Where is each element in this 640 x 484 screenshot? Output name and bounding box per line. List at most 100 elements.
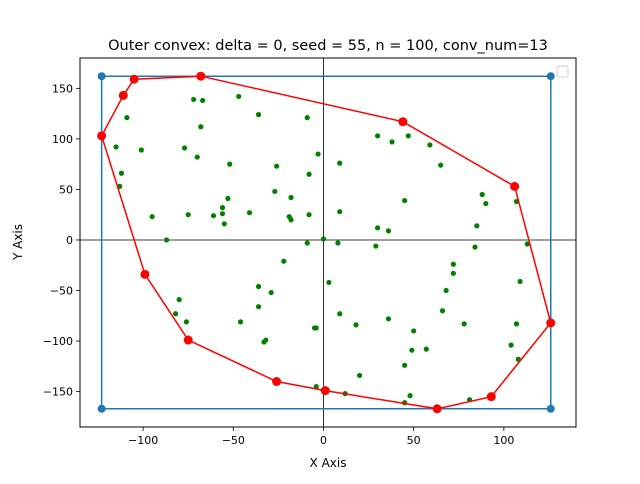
hull-vertex-0 (97, 131, 107, 141)
data-point-63 (237, 319, 244, 325)
data-point-34 (219, 211, 226, 217)
x-tick-label: 50 (407, 434, 421, 447)
data-point-40 (337, 209, 343, 215)
y-tick-label: −50 (50, 285, 73, 298)
data-point-76 (409, 347, 415, 353)
data-point-33 (219, 205, 226, 211)
data-point-32 (210, 213, 217, 219)
data-point-46 (304, 240, 310, 246)
data-point-15 (375, 133, 381, 139)
data-point-60 (172, 311, 179, 317)
data-point-3 (255, 112, 262, 118)
data-point-2 (236, 93, 242, 100)
data-point-82 (356, 372, 363, 379)
hull-vertex-12 (140, 269, 150, 279)
data-point-8 (138, 147, 144, 153)
hull-vertex-11 (183, 335, 193, 345)
data-point-54 (450, 270, 456, 276)
data-point-36 (246, 210, 253, 216)
data-point-44 (474, 223, 480, 229)
hull-vertex-9 (320, 386, 330, 396)
hull-vertex-10 (272, 377, 282, 387)
data-point-27 (483, 200, 489, 207)
data-point-26 (479, 191, 485, 198)
data-point-70 (461, 321, 467, 327)
data-point-12 (273, 163, 280, 169)
data-point-71 (513, 321, 520, 327)
data-point-42 (385, 228, 392, 234)
bounding-box-corner-2 (546, 404, 555, 413)
legend-box (556, 65, 569, 78)
data-point-52 (281, 258, 287, 264)
data-point-80 (313, 383, 319, 390)
data-point-35 (221, 221, 227, 227)
hull-vertex-6 (546, 318, 556, 328)
data-point-62 (255, 304, 262, 310)
data-point-39 (306, 212, 312, 218)
data-point-17 (405, 133, 411, 139)
data-point-47 (320, 236, 327, 242)
y-tick-label: 0 (66, 234, 73, 247)
hull-vertex-2 (129, 74, 139, 84)
data-point-1 (200, 97, 206, 104)
data-point-77 (423, 346, 429, 352)
data-point-30 (149, 214, 155, 220)
y-axis-label: Y Axis (11, 224, 25, 261)
x-axis-ticks: −100 −50 0 50 100 (128, 427, 514, 447)
data-point-20 (118, 170, 125, 176)
y-tick-label: −100 (43, 335, 73, 348)
data-point-55 (517, 278, 523, 285)
data-point-51 (524, 241, 530, 247)
data-point-13 (315, 151, 321, 157)
data-point-18 (427, 142, 433, 148)
data-point-11 (227, 161, 233, 167)
data-point-23 (272, 188, 278, 195)
data-point-61 (183, 319, 190, 325)
data-point-68 (411, 328, 417, 334)
data-point-66 (353, 322, 359, 328)
data-point-84 (407, 393, 413, 399)
hull-vertex-5 (510, 181, 520, 191)
y-tick-label: 150 (52, 82, 73, 95)
data-point-67 (385, 316, 392, 322)
data-point-16 (389, 139, 395, 145)
data-point-58 (443, 287, 449, 294)
data-point-48 (335, 240, 341, 246)
hull-vertex-1 (118, 90, 128, 100)
data-point-9 (182, 145, 188, 151)
data-point-38 (288, 217, 294, 223)
x-tick-label: −100 (128, 434, 158, 447)
data-point-14 (337, 160, 343, 166)
hull-vertex-8 (432, 404, 442, 414)
data-point-31 (185, 212, 191, 218)
data-point-41 (375, 225, 381, 231)
data-point-6 (124, 115, 130, 121)
hull-vertex-7 (486, 392, 496, 402)
y-tick-label: 50 (59, 183, 73, 196)
x-tick-label: 0 (320, 434, 327, 447)
x-tick-label: −50 (222, 434, 245, 447)
data-point-56 (255, 283, 262, 290)
data-point-69 (439, 308, 446, 314)
data-point-5 (198, 124, 204, 130)
data-point-78 (508, 342, 514, 348)
y-axis-ticks: −150 −100 −50 0 50 100 150 (43, 82, 80, 399)
plot-frame (79, 57, 577, 428)
data-point-75 (313, 325, 319, 331)
data-point-45 (163, 237, 170, 243)
data-point-7 (113, 144, 119, 150)
data-point-64 (326, 279, 332, 286)
data-point-43 (402, 197, 408, 204)
data-point-25 (306, 171, 312, 177)
data-point-0 (191, 96, 197, 103)
x-tick-label: 100 (493, 434, 514, 447)
data-point-50 (472, 244, 478, 250)
bounding-box-corner-1 (546, 72, 555, 81)
data-point-10 (194, 154, 200, 160)
bounding-box-corner-0 (97, 72, 106, 81)
plot-area (80, 58, 576, 427)
data-point-53 (450, 261, 456, 267)
data-point-83 (402, 362, 408, 368)
data-point-57 (268, 289, 274, 296)
